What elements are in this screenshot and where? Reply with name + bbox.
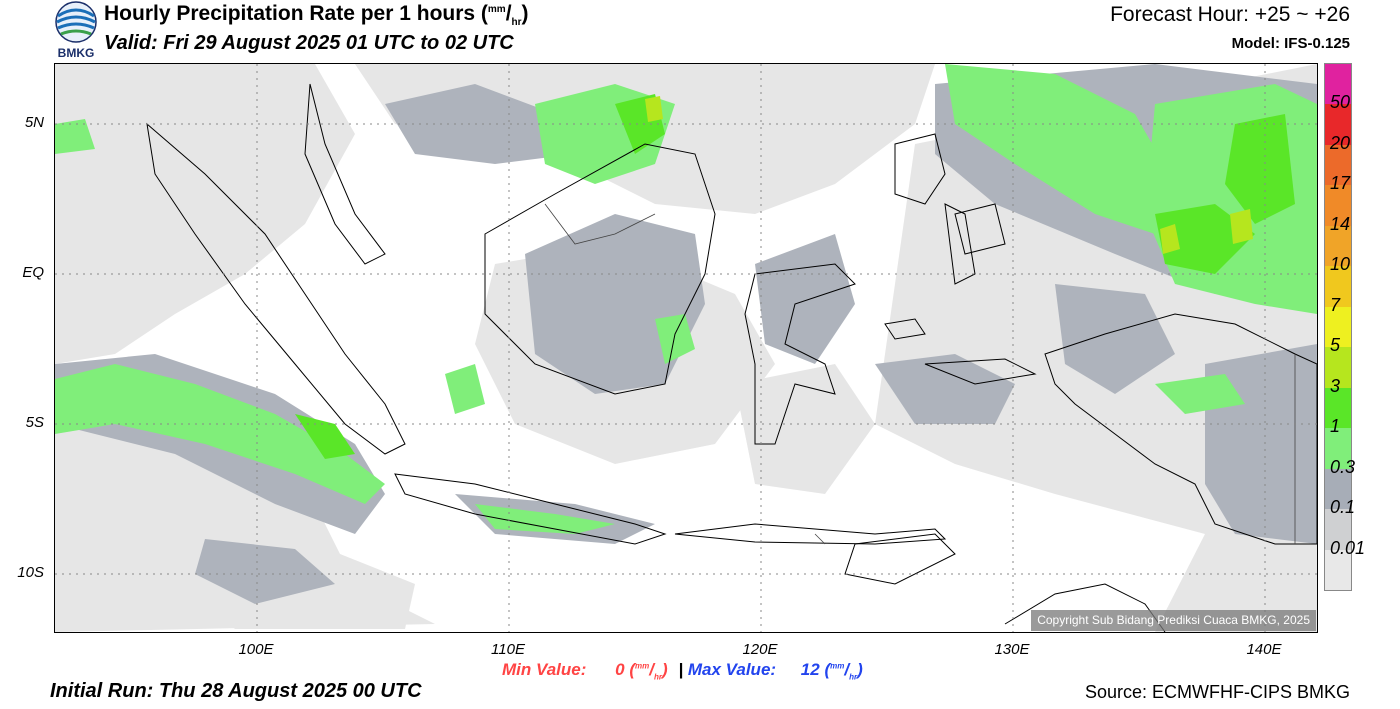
colorbar-cell	[1325, 144, 1351, 186]
lat-label-5n: 5N	[24, 114, 44, 131]
lon-label-120e: 120E	[742, 641, 778, 658]
gridlines	[55, 64, 1317, 632]
precip-layer-yellow-green	[645, 96, 1253, 254]
data-source: Source: ECMWFHF-CIPS BMKG	[1084, 682, 1350, 702]
max-unit-den: hr	[849, 672, 858, 682]
colorbar-label: 0.1	[1330, 497, 1356, 518]
colorbar	[1324, 63, 1352, 591]
map-title: Hourly Precipitation Rate per 1 hours (m…	[104, 2, 529, 29]
lon-label-130e: 130E	[994, 641, 1030, 658]
min-max-values: Min Value: 0 (mm/hr) | Max Value: 12 (mm…	[502, 660, 863, 682]
lon-label-110e: 110E	[491, 641, 525, 658]
colorbar-cell	[1325, 104, 1351, 146]
title-unit-den: hr	[511, 17, 522, 29]
title-unit-num: mm	[487, 4, 506, 15]
min-unit-num: mm	[635, 661, 650, 671]
colorbar-cell	[1325, 468, 1351, 510]
colorbar-label: 0.01	[1330, 537, 1366, 558]
colorbar-cell	[1325, 306, 1351, 348]
colorbar-label: 7	[1330, 294, 1341, 315]
borders	[544, 203, 1296, 545]
title-close: )	[521, 2, 529, 25]
colorbar-cell	[1325, 64, 1351, 105]
lat-label-5s: 5S	[25, 414, 44, 431]
lon-label-100e: 100E	[238, 641, 274, 658]
lon-label-140e: 140E	[1246, 641, 1282, 658]
colorbar-label: 1	[1330, 416, 1341, 437]
valid-time: Valid: Fri 29 August 2025 01 UTC to 02 U…	[104, 32, 514, 54]
copyright-notice: Copyright Sub Bidang Prediksi Cuaca BMKG…	[1031, 610, 1316, 631]
max-value: 12	[800, 660, 820, 679]
min-max-separator: |	[678, 660, 684, 679]
colorbar-label: 17	[1330, 173, 1351, 194]
colorbar-cell	[1325, 549, 1351, 591]
colorbar-cell	[1325, 509, 1351, 551]
colorbar-cell	[1325, 185, 1351, 227]
colorbar-cell	[1325, 387, 1351, 429]
colorbar-label: 0.3	[1330, 456, 1356, 477]
min-label: Min Value:	[502, 660, 587, 679]
colorbar-label: 5	[1330, 335, 1341, 356]
colorbar-label: 20	[1330, 132, 1351, 153]
colorbar-label: 50	[1330, 92, 1351, 113]
max-unit-num: mm	[830, 661, 845, 671]
colorbar-cell	[1325, 225, 1351, 267]
colorbar-cell	[1325, 266, 1351, 308]
precip-layer-bright-green	[295, 94, 1295, 459]
colorbar-cell	[1325, 347, 1351, 389]
initial-run: Initial Run: Thu 28 August 2025 00 UTC	[50, 680, 422, 702]
coastlines	[146, 83, 1317, 632]
max-label: Max Value:	[687, 660, 777, 679]
forecast-hour: Forecast Hour: +25 ~ +26	[1110, 3, 1350, 26]
precipitation-map	[54, 63, 1318, 633]
min-value: 0	[615, 660, 625, 679]
map-svg	[55, 64, 1317, 632]
colorbar-label: 3	[1330, 375, 1341, 396]
logo-text: BMKG	[57, 46, 95, 60]
colorbar-cell	[1325, 428, 1351, 470]
bmkg-logo: BMKG	[52, 0, 100, 62]
title-main: Hourly Precipitation Rate per 1 hours (	[104, 2, 488, 25]
min-unit-den: hr	[653, 672, 662, 682]
lat-label-eq: EQ	[22, 264, 44, 281]
model-name: Model: IFS-0.125	[1231, 35, 1350, 52]
colorbar-label: 14	[1330, 213, 1351, 234]
colorbar-label: 10	[1330, 254, 1351, 275]
lat-label-10s: 10S	[17, 564, 44, 581]
